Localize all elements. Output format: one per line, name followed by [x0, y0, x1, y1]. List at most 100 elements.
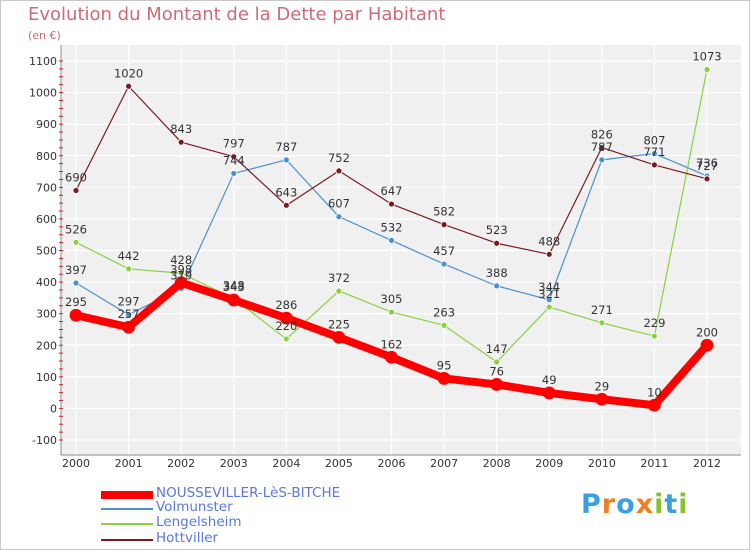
- data-point: [69, 308, 83, 322]
- data-point: [72, 279, 80, 287]
- data-label: 647: [381, 184, 403, 198]
- line-chart: -100 0 100 200 300 400 500 600 700 800 900 1000 1100…: [29, 45, 741, 470]
- data-label: 771: [643, 145, 665, 159]
- y-tick-label: 1100: [29, 55, 57, 68]
- data-point: [490, 378, 504, 391]
- data-label: 787: [591, 140, 613, 154]
- data-point: [282, 201, 290, 209]
- x-tick-label: 2010: [588, 457, 616, 470]
- data-label: 295: [65, 295, 87, 309]
- y-tick-label: 500: [36, 245, 57, 258]
- data-point: [385, 350, 398, 364]
- legend-swatch: [101, 523, 153, 525]
- data-point: [72, 187, 80, 194]
- brand-letter: t: [664, 489, 679, 520]
- data-label: 526: [65, 222, 87, 236]
- data-label: 200: [696, 325, 718, 339]
- data-point: [703, 175, 711, 183]
- y-tick-label: 0: [50, 402, 57, 415]
- data-label: 95: [437, 358, 452, 372]
- data-point: [542, 386, 556, 400]
- data-point: [388, 200, 395, 208]
- data-point: [122, 320, 135, 334]
- data-label: 488: [538, 234, 560, 248]
- data-label: 344: [538, 280, 560, 294]
- legend-item: Lengelsheim: [101, 514, 461, 532]
- data-label: 690: [65, 170, 87, 184]
- data-label: 271: [591, 303, 613, 317]
- data-label: 379: [170, 269, 192, 283]
- data-point: [700, 338, 714, 352]
- brand-letter: x: [635, 489, 655, 520]
- x-tick-label: 2012: [693, 457, 721, 470]
- data-label: 807: [643, 134, 665, 148]
- data-point: [125, 311, 132, 319]
- data-label: 372: [328, 271, 350, 285]
- data-point: [282, 156, 290, 164]
- y-tick-label: 200: [36, 339, 57, 352]
- data-point: [227, 293, 241, 307]
- data-label: 1073: [692, 50, 721, 64]
- data-point: [388, 308, 395, 316]
- data-point: [598, 144, 606, 151]
- data-label: 797: [223, 137, 245, 151]
- data-label: 76: [489, 364, 504, 378]
- data-label: 523: [486, 223, 508, 237]
- data-label: 457: [433, 244, 455, 258]
- y-tick-label: 300: [36, 308, 57, 321]
- brand-letter: i: [678, 489, 689, 520]
- data-label: 220: [275, 319, 297, 333]
- data-label: 321: [538, 287, 560, 301]
- data-label: 744: [223, 153, 245, 167]
- data-label: 398: [170, 263, 192, 277]
- data-point: [545, 296, 553, 304]
- x-tick-label: 2005: [325, 457, 353, 470]
- data-label: 826: [591, 128, 613, 142]
- data-label: 10: [647, 385, 662, 399]
- y-tick-label: 100: [36, 371, 57, 384]
- data-label: 643: [275, 185, 297, 199]
- data-label: 348: [223, 279, 245, 293]
- x-tick-label: 2002: [167, 457, 195, 470]
- legend-swatch: [101, 539, 153, 541]
- x-tick-label: 2006: [378, 457, 406, 470]
- data-point: [174, 276, 188, 290]
- brand-letter: o: [616, 489, 636, 520]
- chart-unit: (en €): [28, 29, 61, 42]
- data-point: [437, 372, 451, 385]
- data-point: [177, 138, 185, 146]
- x-tick-label: 2008: [483, 457, 511, 470]
- data-label: 843: [170, 122, 192, 136]
- data-label: 343: [223, 280, 245, 294]
- y-tick-label: 700: [36, 181, 57, 194]
- data-label: 607: [328, 197, 350, 211]
- x-tick-label: 2009: [535, 457, 563, 470]
- data-label: 286: [275, 298, 297, 312]
- legend-label: Volmunster: [156, 499, 233, 515]
- legend-swatch: [101, 508, 153, 510]
- data-point: [440, 321, 448, 329]
- data-label: 225: [328, 317, 350, 331]
- data-point: [651, 150, 658, 157]
- proxiti-logo: Proxiti: [581, 489, 689, 520]
- legend-item: NOUSSEVILLER-LèS-BITCHE: [101, 485, 461, 503]
- data-point: [230, 153, 238, 161]
- data-label: 229: [643, 316, 665, 330]
- data-label: 787: [275, 140, 297, 154]
- data-point: [493, 239, 501, 247]
- data-point: [72, 238, 80, 246]
- legend-label: NOUSSEVILLER-LèS-BITCHE: [156, 485, 341, 501]
- x-tick-label: 2001: [115, 457, 143, 470]
- data-point: [335, 287, 343, 295]
- legend-label: Lengelsheim: [156, 514, 242, 530]
- brand-letter: P: [581, 489, 602, 520]
- data-point: [595, 392, 609, 406]
- data-label: 29: [595, 379, 610, 393]
- data-point: [651, 161, 658, 169]
- data-point: [177, 269, 185, 277]
- data-point: [279, 311, 293, 325]
- data-point: [493, 358, 501, 366]
- y-tick-label: 600: [36, 213, 57, 226]
- data-label: 1020: [114, 66, 143, 80]
- data-label: 388: [486, 266, 508, 280]
